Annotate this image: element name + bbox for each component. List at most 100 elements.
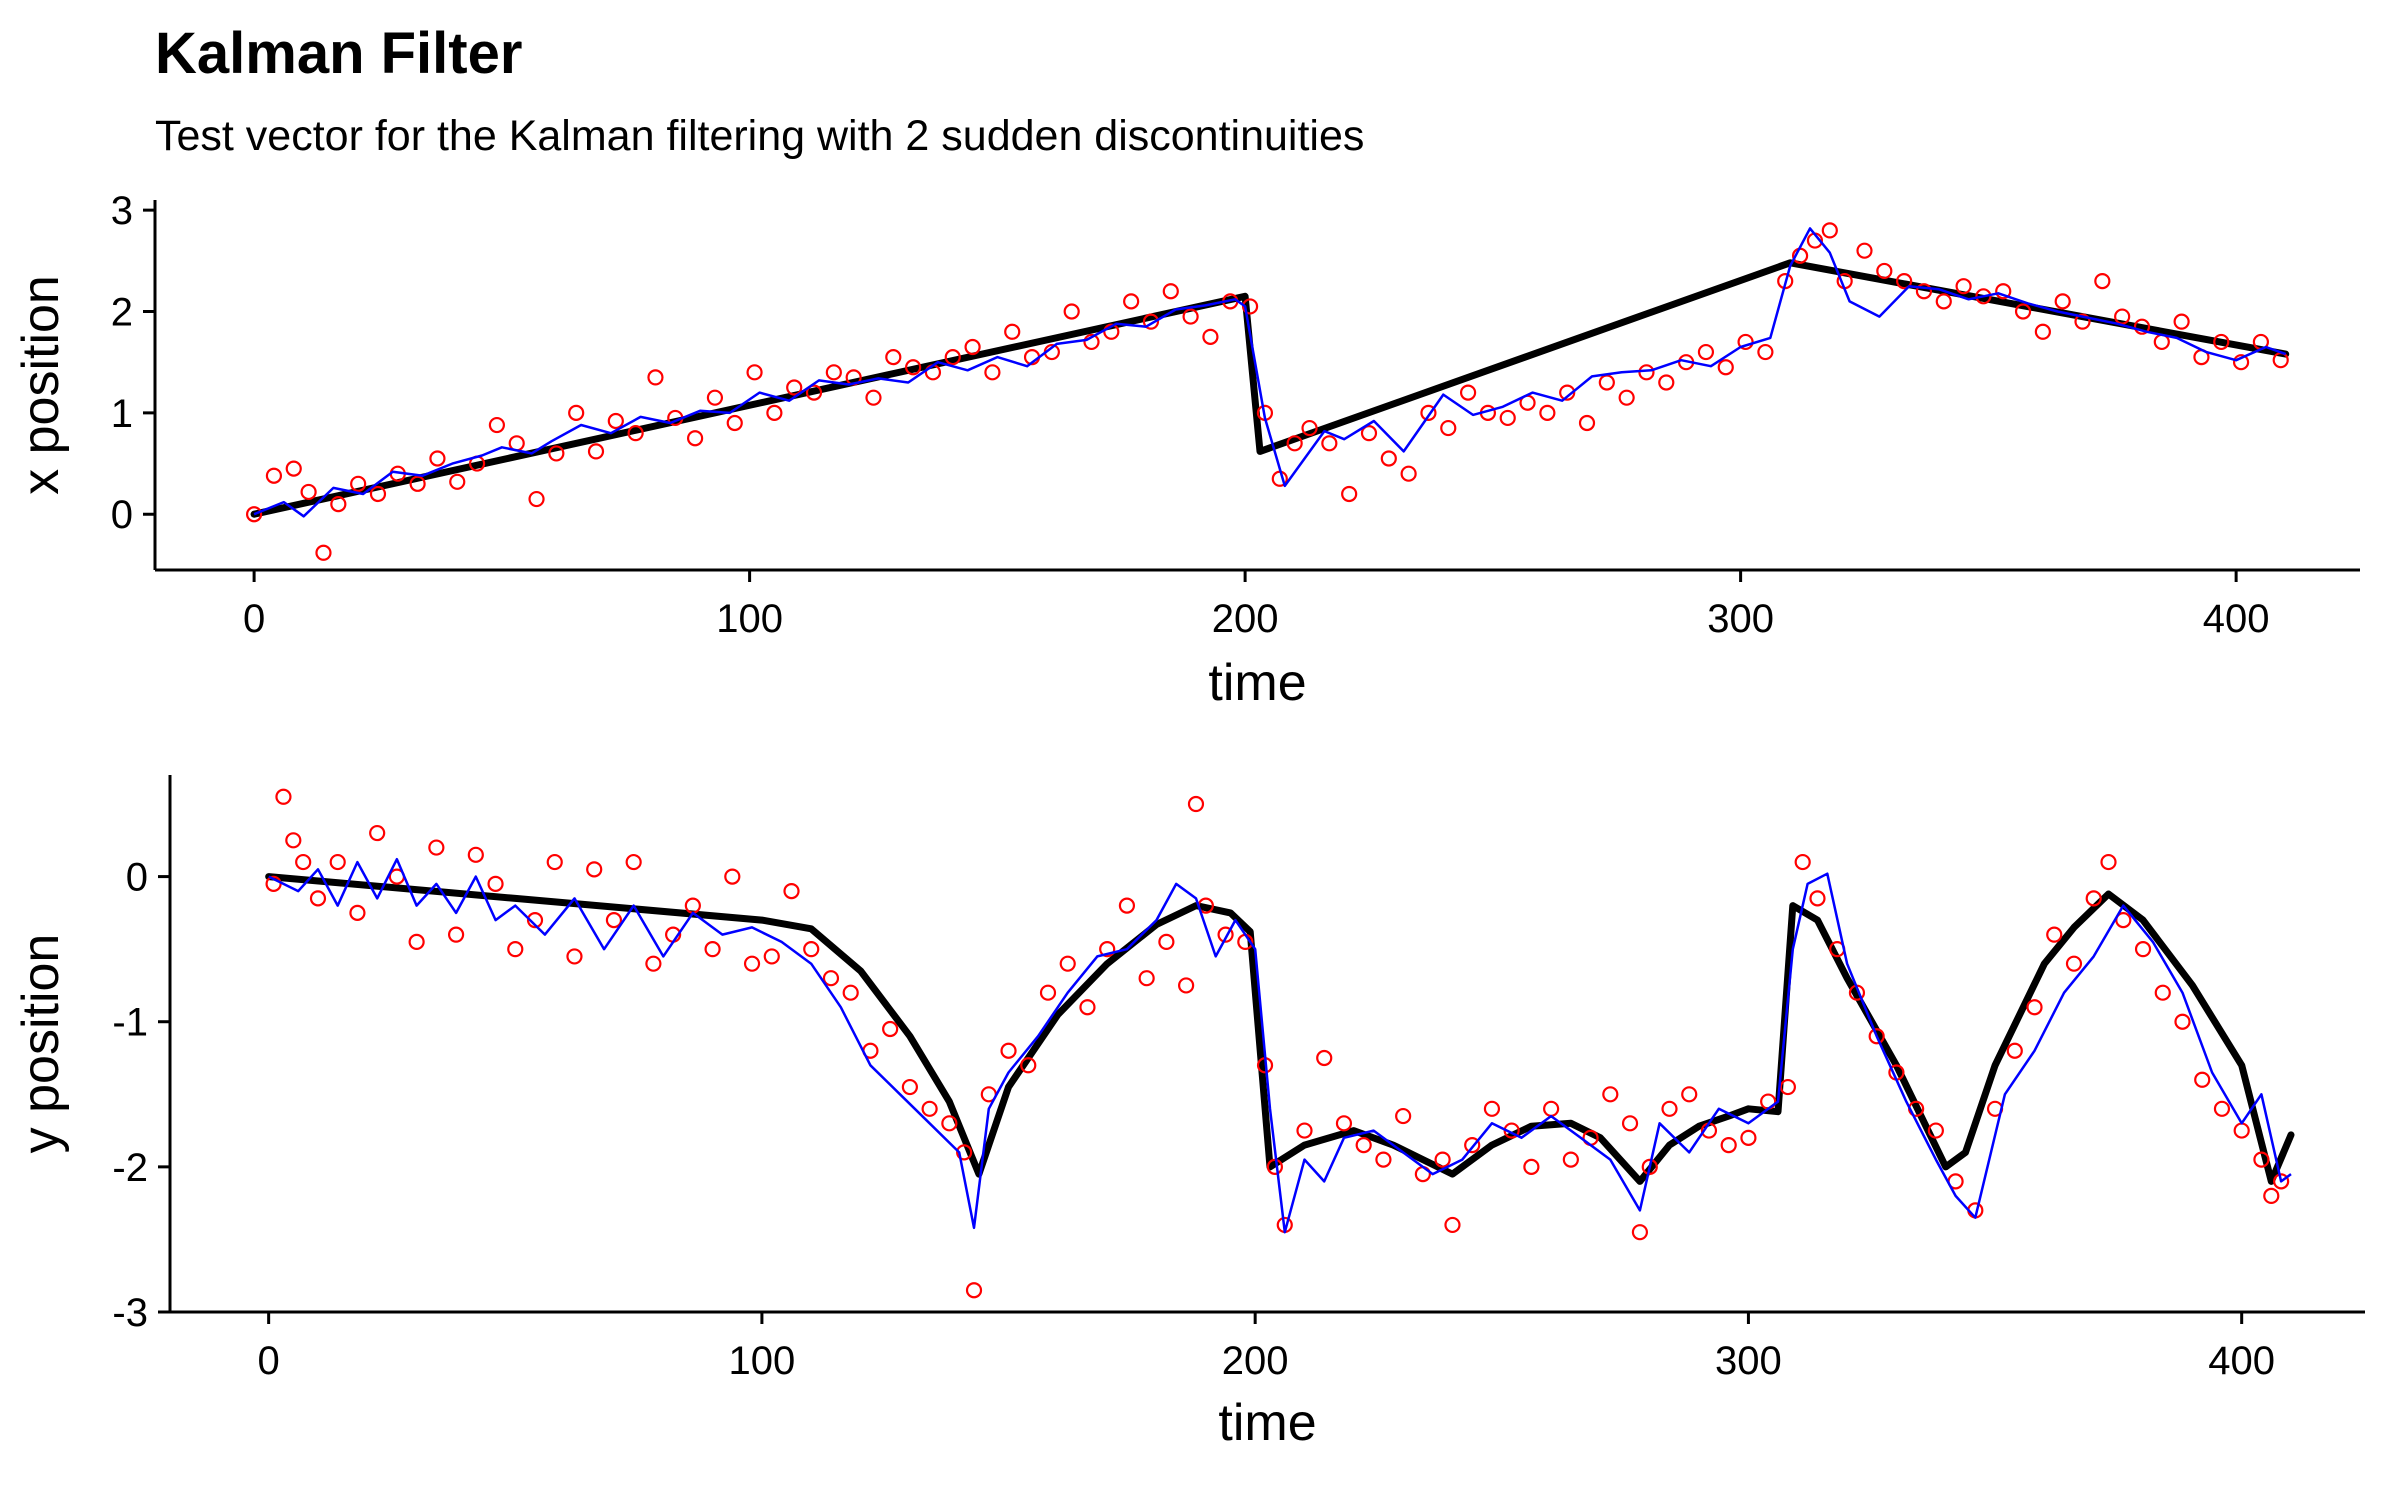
measurement-point [1794,853,1811,871]
measurement-point [330,496,347,513]
measurement-point [1079,999,1096,1016]
measurement-point [246,506,263,523]
x-tick-label: 100 [729,1339,796,1383]
measurement-point [1063,303,1080,320]
measurement-point [1380,450,1397,467]
measurement-point [766,404,783,421]
y-tick-label: -1 [112,1001,148,1045]
measurement-point [507,941,524,958]
panel-1: 0 100 200 300 400 0 1 2 3 time x position [12,189,2360,712]
measurement-point [1444,1216,1461,1234]
x-tick-label: 400 [2203,597,2270,641]
x-tick-label: 200 [1222,1339,1289,1383]
measurement-point [295,853,312,871]
measurement-point [726,414,743,432]
measurement-point [822,970,840,987]
measurement-point [1440,419,1457,437]
measurement-point [1720,1136,1737,1154]
truth-line [265,873,2295,1185]
measurement-point [645,955,662,972]
measurement-point [1202,328,1219,345]
y-tick-label: 3 [111,189,133,233]
measurement-point [885,349,902,366]
measurement-point [1099,941,1116,958]
measurement-point [1059,955,1076,972]
measurement-point [2115,912,2132,929]
measurement-point [1631,1224,1649,1241]
measurement-point [315,544,332,561]
measurement-point [586,861,603,878]
x-tick-label: 300 [1707,597,1774,641]
measurement-point [548,445,565,462]
measurement-point [1103,323,1120,340]
measurement-point [1004,323,1021,340]
measurement-point [763,948,780,965]
measurement-point [428,839,445,856]
measurement-point [526,912,544,929]
measurement-point [1301,419,1318,437]
measurement-point [1559,384,1576,401]
measurement-point [1543,1100,1560,1117]
measurement-point [2094,272,2111,290]
measurement-point [1779,1078,1796,1096]
measurement-point [1935,293,1952,310]
measurement-point [1182,308,1199,325]
measurement-point [687,430,704,447]
measurement-point [275,788,292,805]
measurement-point [2114,308,2131,325]
y-tick-label: 0 [111,493,133,537]
measurement-point [984,364,1001,381]
measurement-point [2194,1071,2211,1088]
measurement-point [2006,1042,2023,1059]
measurement-point [783,883,800,900]
estimate-line [253,227,2287,518]
y-tick-label: 1 [111,392,133,436]
measurement-point [905,359,922,376]
measurement-point [1578,414,1596,432]
measurement-point [607,412,624,430]
measurement-point [285,460,302,477]
x-tick-label: 400 [2208,1339,2275,1383]
measurement-point [1178,977,1195,994]
measurement-point [1602,1086,1619,1103]
measurement-point [1341,485,1358,503]
measurement-point [842,984,859,1001]
measurement-point [568,404,585,421]
measurement-point [2034,323,2051,340]
measurement-point [369,485,387,503]
measurement-point [2134,941,2152,958]
measurement-point [329,853,346,871]
measurement-point [1162,283,1179,300]
measurement-point [1123,293,1140,310]
measurement-point [1158,933,1175,951]
measurement-point [2154,984,2171,1001]
measurement-point [2232,354,2250,371]
y-tick-label: -2 [112,1146,148,1190]
measurement-point [285,832,302,849]
measurement-point [1621,1115,1639,1132]
measurement-point [1118,897,1136,914]
measurement-point [2014,303,2032,320]
measurement-point [408,933,425,951]
measurement-point [488,416,505,434]
measurement-point [1856,242,1873,259]
measurement-point [1039,984,1057,1001]
measurement-point [1434,1151,1451,1168]
measurement-point [2085,890,2102,907]
measurement-point [2026,999,2043,1016]
measurement-point [1896,272,1913,290]
measurement-point [1975,288,1992,305]
y-axis-title: y position [12,934,70,1154]
measurement-point [309,890,327,907]
truth-line [250,259,2290,518]
measurement-point [1420,404,1437,421]
measurement-point [2173,313,2190,330]
measurement-point [1499,409,1516,427]
measurement-point [1335,1115,1353,1132]
measurement-point [882,1020,899,1038]
measurement-point [546,853,563,871]
measurement-point [1821,222,1838,239]
measurement-point [1757,343,1774,361]
measurement-point [901,1078,918,1096]
